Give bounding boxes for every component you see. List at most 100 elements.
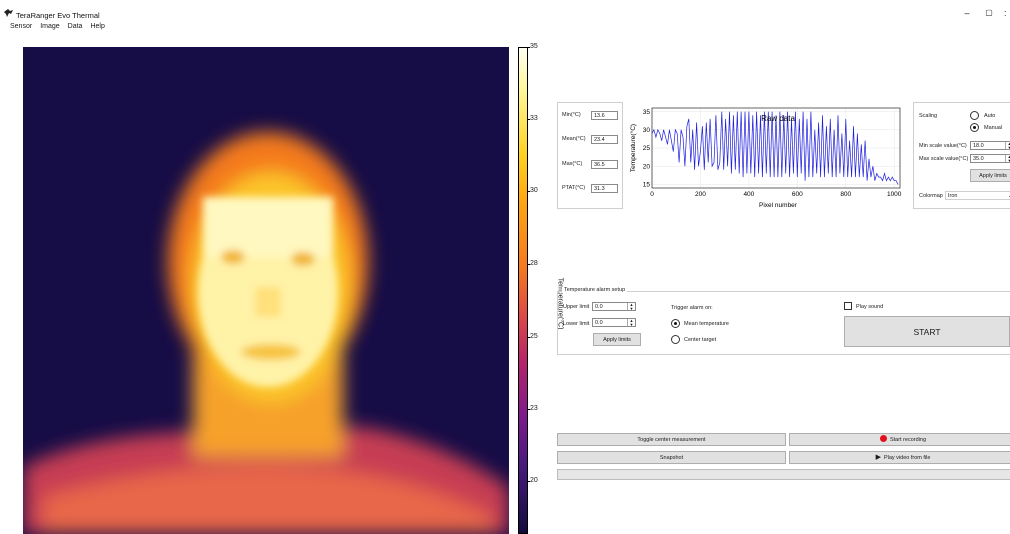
spin-arrows-icon[interactable]: ▲ ▼ bbox=[1005, 155, 1010, 162]
colorbar-tickmark bbox=[527, 119, 530, 120]
chart-x-tick-label: 600 bbox=[792, 191, 803, 198]
max-scale-label: Max scale value(°C) bbox=[919, 156, 969, 162]
scaling-apply-limits-button[interactable]: Apply limits bbox=[970, 169, 1010, 182]
min-scale-spinbox[interactable]: 18.0 ▲ ▼ bbox=[970, 141, 1010, 150]
chart-y-tick-label: 35 bbox=[643, 109, 651, 116]
chart-y-tick-label: 25 bbox=[643, 145, 651, 152]
chart-series-line bbox=[651, 111, 899, 185]
colorbar-tick-label: 25 bbox=[530, 333, 538, 340]
alarm-panel bbox=[557, 291, 1010, 355]
colorbar-tick-label: 35 bbox=[530, 43, 538, 50]
max-scale-spinbox[interactable]: 35.0 ▲ ▼ bbox=[970, 154, 1010, 163]
chart-frame bbox=[651, 107, 901, 189]
center-target-radio[interactable] bbox=[671, 335, 680, 344]
spin-arrows-icon[interactable]: ▲ ▼ bbox=[627, 303, 635, 310]
colorbar-tick-label: 28 bbox=[530, 260, 538, 267]
colorbar-tickmark bbox=[527, 481, 530, 482]
maximize-button[interactable]: ▢ bbox=[985, 8, 993, 17]
record-icon bbox=[879, 435, 887, 442]
start-recording-button[interactable]: Start recording bbox=[789, 433, 1010, 446]
start-alarm-button[interactable]: START bbox=[844, 316, 1010, 347]
max-scale-value: 35.0 bbox=[973, 156, 984, 162]
chart-x-tick-label: 0 bbox=[650, 191, 654, 198]
min-scale-value: 18.0 bbox=[973, 143, 984, 149]
chart-y-tick-label: 30 bbox=[643, 127, 651, 134]
chart-x-tick-label: 1000 bbox=[887, 191, 902, 198]
close-button[interactable]: : bbox=[1004, 8, 1007, 18]
menu-bar: Sensor Image Data Help bbox=[10, 23, 105, 35]
max-value-field: 36.5 bbox=[591, 160, 618, 169]
trigger-alarm-label: Trigger alarm on: bbox=[671, 305, 713, 311]
play-icon: ▶ bbox=[875, 454, 881, 461]
chart-grid bbox=[651, 108, 900, 188]
colorbar-tick-label: 23 bbox=[530, 405, 538, 412]
ptat-value-field: 31.3 bbox=[591, 184, 618, 193]
chart-title: Raw data bbox=[761, 114, 795, 123]
colormap-select[interactable]: Iron ⌄ bbox=[945, 191, 1010, 200]
max-label: Max(°C) bbox=[562, 161, 583, 167]
lower-limit-spinbox[interactable]: 0.0 ▲ ▼ bbox=[592, 318, 636, 327]
minimize-button[interactable]: – bbox=[964, 8, 970, 18]
upper-limit-spinbox[interactable]: 0.0 ▲ ▼ bbox=[592, 302, 636, 311]
colorbar-tickmark bbox=[527, 337, 530, 338]
colorbar-tick-label: 20 bbox=[530, 477, 538, 484]
scaling-auto-label: Auto bbox=[984, 113, 996, 119]
colorbar-tickmark bbox=[527, 264, 530, 265]
alarm-panel-title: Temperature alarm setup bbox=[562, 287, 628, 293]
app-logo-icon bbox=[4, 9, 13, 17]
menu-help[interactable]: Help bbox=[90, 23, 105, 30]
colorbar-tickmark bbox=[527, 191, 530, 192]
chart-x-tick-label: 800 bbox=[840, 191, 851, 198]
chart-x-ticks: 0 200 400 600 800 1000 bbox=[650, 191, 902, 198]
menu-data[interactable]: Data bbox=[67, 23, 83, 30]
scaling-auto-radio[interactable] bbox=[970, 111, 979, 120]
upper-limit-label: Upper limit bbox=[563, 304, 590, 310]
lower-limit-value: 0.0 bbox=[595, 320, 603, 326]
colormap-value: Iron bbox=[948, 193, 958, 199]
chart-y-tick-label: 15 bbox=[643, 182, 651, 189]
colorbar-tick-label: 30 bbox=[530, 187, 538, 194]
title-bar bbox=[0, 0, 1010, 20]
raw-data-chart: 15 20 25 30 35 0 200 400 600 800 1000 Raw data Pi… bbox=[629, 107, 902, 209]
ptat-label: PTAT(°C) bbox=[562, 185, 586, 191]
scaling-manual-radio[interactable] bbox=[970, 123, 979, 132]
colorbar bbox=[518, 47, 528, 534]
toggle-center-measurement-button[interactable]: Toggle center measurement bbox=[557, 433, 786, 446]
stats-panel: Min(°C) 13.6 Mean(°C) 23.4 Max(°C) 36.5 … bbox=[557, 102, 623, 209]
chevron-down-icon: ⌄ bbox=[1007, 193, 1010, 199]
colorbar-tick-label: 33 bbox=[530, 115, 538, 122]
play-video-button[interactable]: ▶ Play video from file bbox=[789, 451, 1010, 464]
progress-bar bbox=[557, 469, 1010, 480]
upper-limit-value: 0.0 bbox=[595, 304, 603, 310]
scaling-label: Scaling bbox=[919, 113, 938, 119]
menu-sensor[interactable]: Sensor bbox=[10, 23, 33, 30]
chart-x-axis-label: Pixel number bbox=[759, 202, 798, 209]
min-value-field: 13.6 bbox=[591, 111, 618, 120]
spin-arrows-icon[interactable]: ▲ ▼ bbox=[1005, 142, 1010, 149]
mean-label: Mean(°C) bbox=[562, 136, 586, 142]
mean-value-field: 23.4 bbox=[591, 135, 618, 144]
colormap-label: Colormap bbox=[919, 193, 943, 199]
play-sound-label: Play sound bbox=[856, 304, 884, 310]
play-sound-checkbox[interactable] bbox=[844, 302, 852, 310]
scaling-panel: Scaling Auto Manual Min scale value(°C) … bbox=[913, 102, 1010, 209]
alarm-apply-limits-button[interactable]: Apply limits bbox=[593, 333, 641, 346]
chart-y-tick-label: 20 bbox=[643, 163, 651, 170]
window-title: TeraRanger Evo Thermal bbox=[16, 11, 100, 20]
chart-y-ticks: 15 20 25 30 35 bbox=[643, 109, 651, 189]
spin-arrows-icon[interactable]: ▲ ▼ bbox=[627, 319, 635, 326]
snapshot-button[interactable]: Snapshot bbox=[557, 451, 786, 464]
lower-limit-label: Lower limit bbox=[563, 321, 590, 327]
center-target-label: Center target bbox=[684, 337, 717, 343]
min-label: Min(°C) bbox=[562, 112, 581, 118]
colorbar-tickmark bbox=[527, 409, 530, 410]
mean-temperature-label: Mean temperature bbox=[684, 321, 729, 327]
start-recording-label: Start recording bbox=[889, 437, 927, 443]
mean-temperature-radio[interactable] bbox=[671, 319, 680, 328]
menu-image[interactable]: Image bbox=[40, 23, 60, 30]
chart-y-axis-label: Temperature(°C) bbox=[629, 124, 637, 172]
scaling-manual-label: Manual bbox=[984, 125, 1003, 131]
colorbar-tickmark bbox=[527, 47, 530, 48]
chart-x-tick-label: 400 bbox=[743, 191, 754, 198]
play-video-label: Play video from file bbox=[883, 455, 931, 461]
